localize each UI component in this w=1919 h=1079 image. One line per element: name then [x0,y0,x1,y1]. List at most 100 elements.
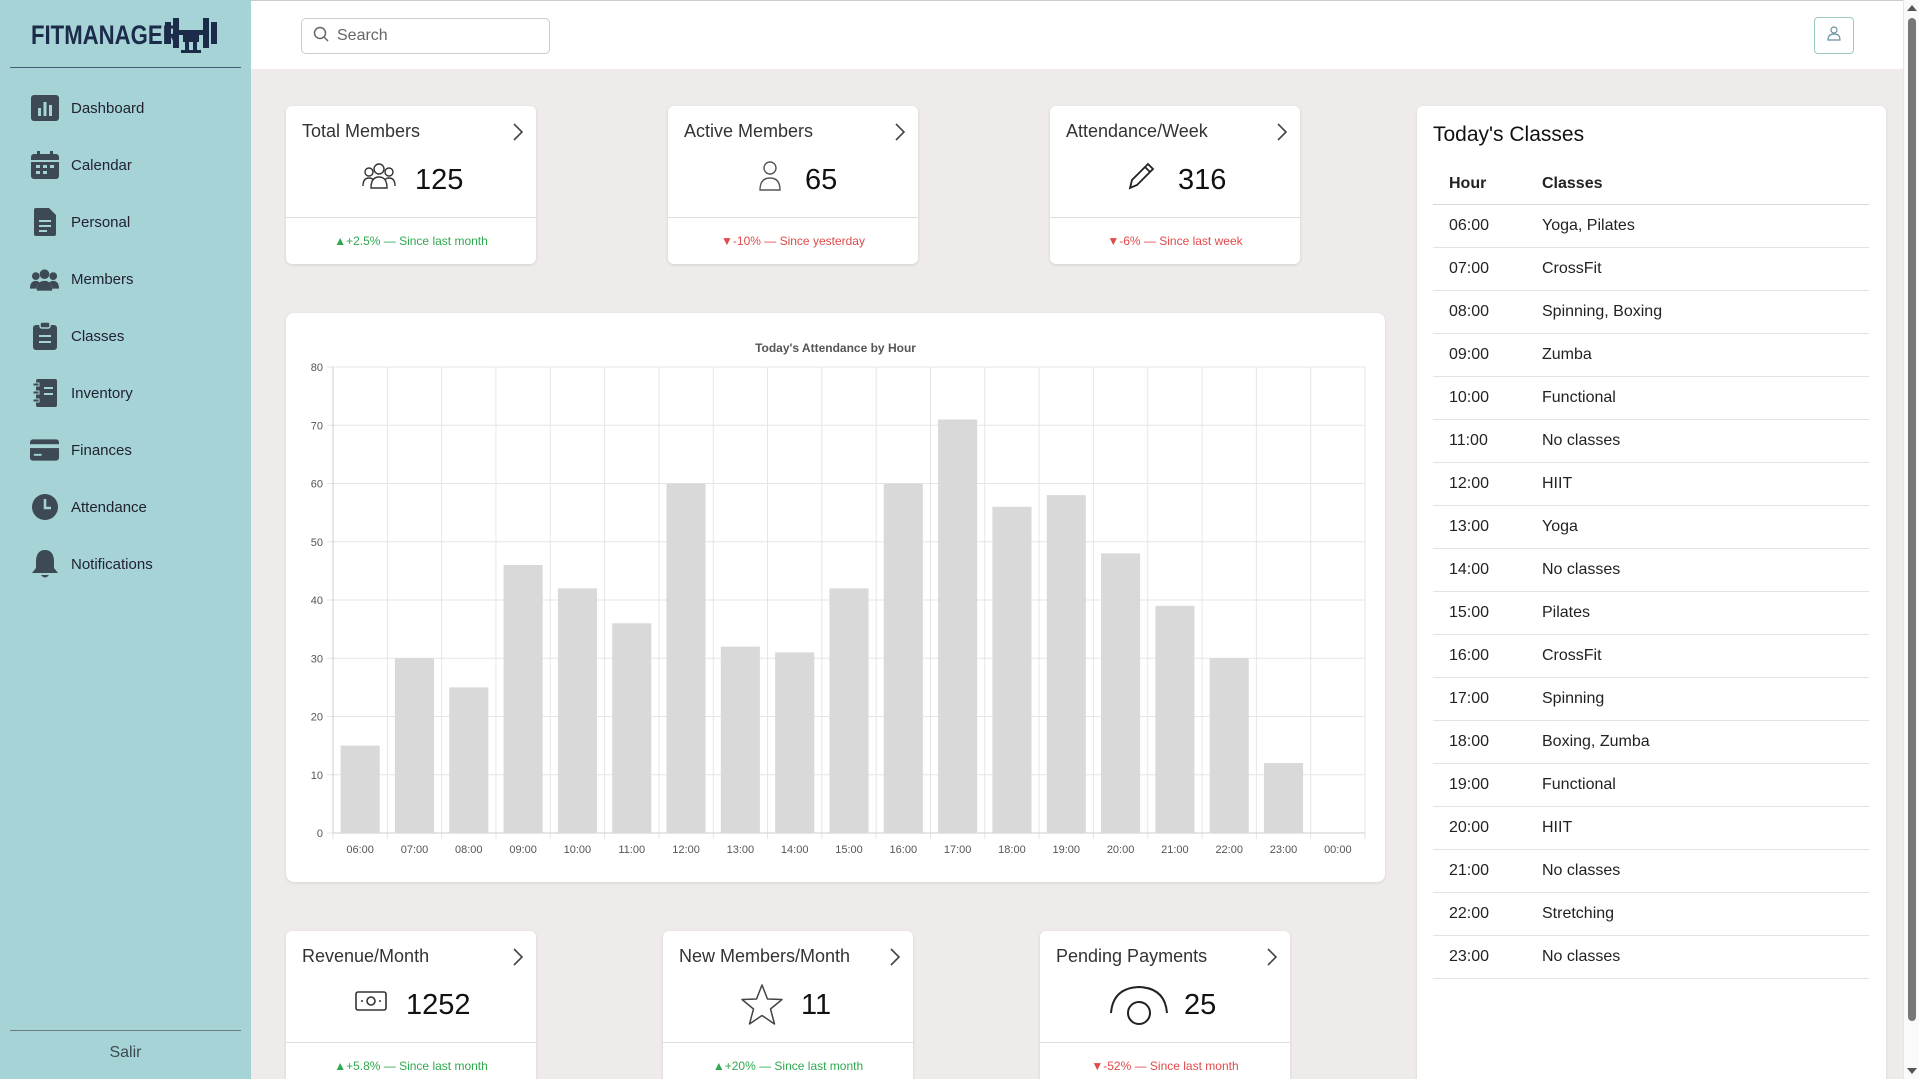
scroll-up-arrow-icon[interactable] [1907,5,1917,11]
class-names: HIIT [1542,806,1869,850]
class-hour: 09:00 [1433,333,1542,377]
top-bar [251,0,1903,69]
star-icon [739,983,785,1032]
class-hour: 20:00 [1433,806,1542,850]
x-tick-label: 06:00 [346,844,374,856]
classes-table-body: 06:00 Yoga, Pilates 07:00 CrossFit 08:00 Spin… [1433,204,1869,979]
chevron-right-icon[interactable] [512,947,524,972]
card-value: 11 [801,989,832,1021]
table-row: 11:00 No classes [1433,419,1869,463]
chart-bar [1046,495,1086,833]
class-hour: 16:00 [1433,634,1542,678]
cash-icon [354,985,388,1020]
x-tick-label: 15:00 [835,844,863,856]
sidebar-item-label: Notifications [71,555,153,573]
card-revenue-month: Revenue/Month 1252 ▲+5.8% — Since last m… [286,931,536,1079]
scrollbar-thumb[interactable] [1908,18,1916,1021]
class-names: Spinning [1542,677,1869,721]
sidebar-item-personal[interactable]: Personal [30,205,230,239]
class-names: Functional [1542,763,1869,807]
sidebar-item-calendar[interactable]: Calendar [30,148,230,182]
column-header-classes: Classes [1542,164,1869,205]
x-tick-label: 21:00 [1161,844,1189,856]
card-new-members-month: New Members/Month 11 ▲+20% — Since last … [663,931,913,1079]
class-names: Yoga, Pilates [1542,204,1869,248]
x-tick-label: 18:00 [998,844,1026,856]
class-hour: 19:00 [1433,763,1542,807]
scroll-down-arrow-icon[interactable] [1907,1068,1917,1074]
card-divider [668,217,918,218]
chevron-right-icon[interactable] [1266,947,1278,972]
card-value: 65 [805,164,838,196]
class-names: Stretching [1542,892,1869,936]
chart-bar [557,588,597,833]
table-row: 10:00 Functional [1433,376,1869,420]
table-row: 06:00 Yoga, Pilates [1433,204,1869,248]
column-header-hour: Hour [1433,164,1542,205]
card-title: Active Members [684,121,814,141]
table-row: 12:00 HIIT [1433,462,1869,506]
class-names: No classes [1542,419,1869,463]
sidebar-item-dashboard[interactable]: Dashboard [30,91,230,125]
x-tick-label: 14:00 [781,844,809,856]
card-pending-payments: Pending Payments 25 ▼-52% — Since last m… [1040,931,1290,1079]
chart-bar [340,745,380,833]
chevron-right-icon[interactable] [1276,122,1288,147]
class-hour: 07:00 [1433,247,1542,291]
search-input[interactable] [337,27,537,45]
page-scrollbar[interactable] [1903,0,1919,1079]
table-row: 08:00 Spinning, Boxing [1433,290,1869,334]
table-row: 16:00 CrossFit [1433,634,1869,678]
table-row: 20:00 HIIT [1433,806,1869,850]
class-hour: 06:00 [1433,204,1542,248]
search-box[interactable] [301,18,550,54]
table-row: 14:00 No classes [1433,548,1869,592]
class-names: Functional [1542,376,1869,420]
notebook-icon [30,379,59,408]
card-divider [1040,1042,1290,1043]
x-tick-label: 10:00 [564,844,592,856]
sidebar-item-finances[interactable]: Finances [30,433,230,467]
class-names: Yoga [1542,505,1869,549]
x-tick-label: 12:00 [672,844,700,856]
y-tick-label: 80 [311,362,323,374]
sidebar-item-attendance[interactable]: Attendance [30,490,230,524]
user-menu-button[interactable] [1814,17,1854,54]
class-hour: 23:00 [1433,935,1542,979]
sidebar-item-label: Calendar [71,156,132,174]
y-tick-label: 10 [311,770,323,782]
class-hour: 14:00 [1433,548,1542,592]
class-hour: 11:00 [1433,419,1542,463]
app-logo[interactable]: FITMANAGER [31,14,221,56]
class-hour: 13:00 [1433,505,1542,549]
card-divider [286,217,536,218]
card-value: 125 [415,164,464,196]
sidebar-item-inventory[interactable]: Inventory [30,376,230,410]
chart-bar [503,565,543,833]
y-tick-label: 60 [311,479,323,491]
gauge-icon [1108,983,1170,1032]
card-divider [286,1042,536,1043]
chart-canvas: 0 10 20 30 40 50 60 70 80 06:00 07:00 08:00 09:00 10:… [311,362,1366,856]
clock-icon [30,493,59,522]
class-names: No classes [1542,935,1869,979]
class-hour: 10:00 [1433,376,1542,420]
chart-bar [1263,763,1304,833]
sidebar-item-notifications[interactable]: Notifications [30,547,230,581]
chevron-right-icon[interactable] [512,122,524,147]
chevron-right-icon[interactable] [894,122,906,147]
card-value: 25 [1184,989,1217,1021]
sidebar-item-members[interactable]: Members [30,262,230,296]
sidebar-item-label: Finances [71,441,132,459]
chevron-right-icon[interactable] [889,947,901,972]
y-tick-label: 50 [311,537,323,549]
sidebar-item-classes[interactable]: Classes [30,319,230,353]
chart-bar [883,483,923,833]
class-hour: 17:00 [1433,677,1542,721]
sidebar: FITMANAGER Dashboard [0,0,251,1079]
class-names: Pilates [1542,591,1869,635]
sidebar-item-label: Dashboard [71,99,145,117]
logout-button[interactable]: Salir [109,1044,142,1061]
users-icon [30,265,59,294]
y-tick-label: 30 [311,653,323,665]
